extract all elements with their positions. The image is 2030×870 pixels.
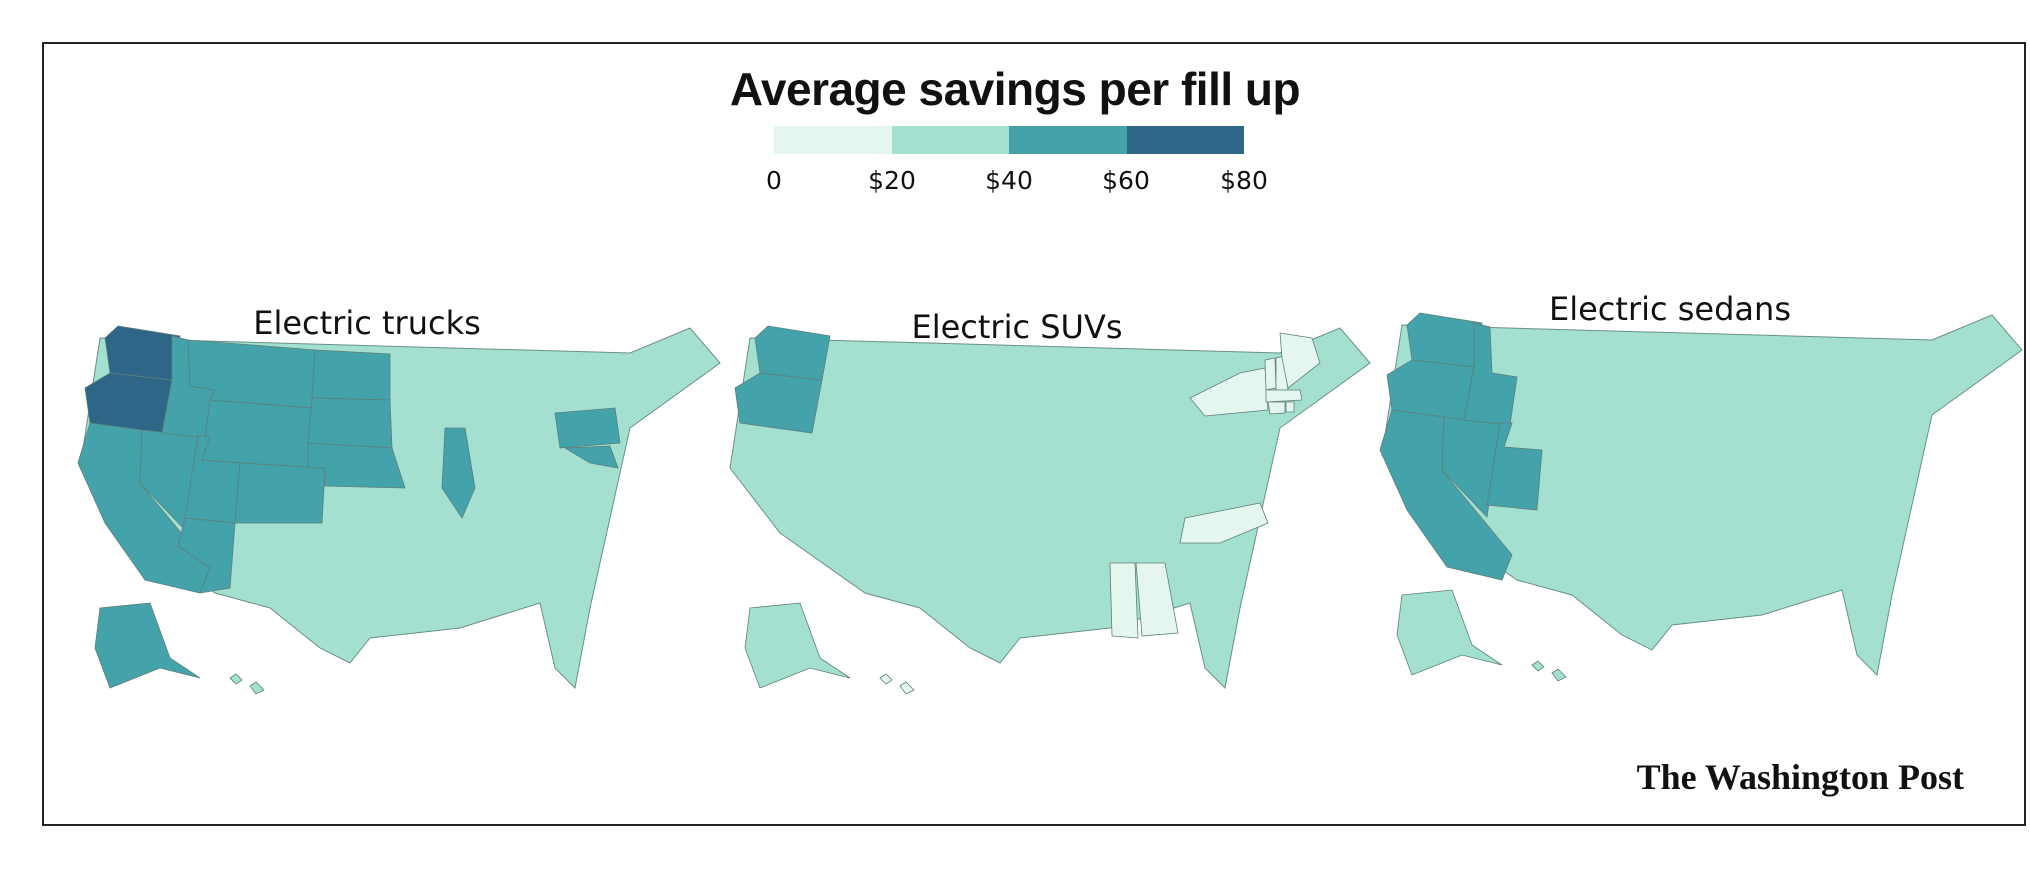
state-ms (1109, 562, 1139, 639)
state-wa (754, 325, 831, 381)
state-ut (1486, 422, 1543, 511)
legend-swatch-3 (1126, 126, 1244, 154)
state-md (563, 445, 619, 469)
state-ma (1265, 389, 1303, 403)
state-ct (1267, 401, 1286, 415)
legend-swatch-1 (891, 126, 1009, 154)
map-title-suvs: Electric SUVs (911, 308, 1123, 346)
state-region-base (729, 327, 1371, 690)
legend-ticks: 0 $20 $40 $60 $80 (0, 166, 2030, 200)
map-title-trucks: Electric trucks (253, 304, 481, 342)
state-pa (554, 407, 621, 449)
us-map-1 (77, 325, 721, 695)
state-nd (311, 349, 391, 401)
state-region-base (1381, 314, 2023, 677)
source-credit: The Washington Post (1636, 757, 1964, 797)
state-ne (307, 442, 406, 489)
state-vt (1264, 357, 1277, 391)
legend-tick-3: $60 (1102, 166, 1150, 195)
legend-tick-4: $80 (1220, 166, 1268, 195)
state-or (734, 372, 823, 434)
state-ak (1396, 589, 1503, 676)
state-hi (879, 673, 915, 695)
state-hi (1531, 660, 1567, 682)
chart-title: Average savings per fill up (729, 63, 1301, 115)
map-title-sedans: Electric sedans (1549, 290, 1791, 328)
us-map-3 (1379, 312, 2023, 682)
legend-tick-1: $20 (868, 166, 916, 195)
state-sd (307, 397, 393, 449)
state-id (1463, 322, 1518, 426)
state-me (1279, 332, 1321, 389)
color-legend (774, 126, 1244, 156)
legend-tick-0: 0 (766, 166, 782, 195)
state-ak (744, 602, 851, 689)
state-wy (201, 399, 313, 469)
legend-tick-2: $40 (985, 166, 1033, 195)
state-ri (1285, 401, 1295, 413)
state-wa (1406, 312, 1483, 368)
state-il (441, 427, 476, 519)
state-ak (94, 602, 201, 689)
legend-swatch-0 (774, 126, 892, 154)
state-wa (104, 325, 181, 381)
state-hi (229, 673, 265, 695)
state-nc (1179, 502, 1269, 544)
state-al (1135, 562, 1179, 637)
us-map-2 (729, 325, 1371, 695)
state-co (234, 462, 326, 524)
legend-swatch-2 (1009, 126, 1127, 154)
